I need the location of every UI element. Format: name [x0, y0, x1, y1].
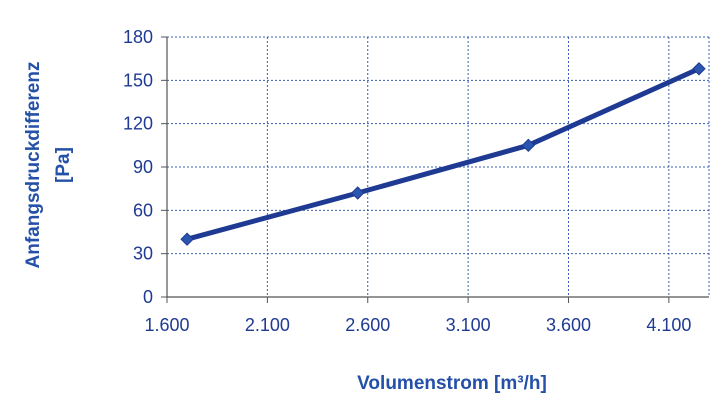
y-axis-label-line-2: [Pa] — [53, 147, 74, 183]
y-tick-label: 30 — [133, 244, 153, 264]
y-tick-label: 120 — [123, 114, 153, 134]
y-tick-label: 180 — [123, 27, 153, 47]
x-axis-label: Volumenstrom [m³/h] — [357, 373, 547, 394]
x-tick-labels: 1.600 2.100 2.600 3.100 3.600 4.100 — [144, 315, 691, 335]
series-line — [184, 66, 702, 242]
x-tick-label: 3.100 — [446, 315, 491, 335]
x-tick-label: 2.100 — [245, 315, 290, 335]
x-tick-label: 3.600 — [546, 315, 591, 335]
data-point-marker — [692, 62, 706, 76]
data-point-marker — [180, 232, 194, 246]
y-tick-labels: 0 30 60 90 120 150 180 — [123, 27, 153, 307]
data-point-marker — [521, 138, 536, 153]
x-tick-label: 4.100 — [646, 315, 691, 335]
grid — [167, 36, 710, 297]
y-tick-label: 90 — [133, 157, 153, 177]
y-tick-label: 60 — [133, 200, 153, 220]
data-point-marker — [350, 186, 365, 200]
y-axis-label: Anfangsdruckdifferenz [Pa] — [23, 62, 74, 269]
y-axis-label-line-1: Anfangsdruckdifferenz — [23, 62, 44, 269]
axes — [161, 36, 709, 303]
y-tick-label: 150 — [123, 70, 153, 90]
series — [180, 62, 706, 246]
x-tick-label: 1.600 — [144, 315, 189, 335]
x-tick-label: 2.600 — [345, 315, 390, 335]
y-tick-label: 0 — [143, 287, 153, 307]
